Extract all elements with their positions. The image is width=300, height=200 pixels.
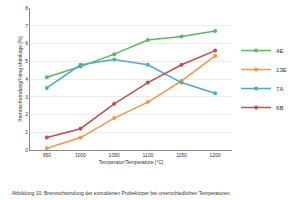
svg-text:950: 950 <box>43 152 52 158</box>
svg-text:13E: 13E <box>276 67 287 73</box>
svg-text:1200: 1200 <box>210 152 221 158</box>
svg-text:6B: 6B <box>276 105 283 111</box>
svg-text:1150: 1150 <box>176 152 187 158</box>
svg-text:3: 3 <box>25 94 28 100</box>
svg-text:Abbildung 10: Brennschwindung: Abbildung 10: Brennschwindung der extrud… <box>12 190 231 196</box>
svg-text:1100: 1100 <box>142 152 153 158</box>
svg-text:Brennschwindung/Firing shrinka: Brennschwindung/Firing shrinkage [%] <box>17 36 23 122</box>
svg-text:4E: 4E <box>276 48 283 54</box>
svg-text:7: 7 <box>25 23 28 29</box>
svg-text:0: 0 <box>25 147 28 153</box>
svg-text:6: 6 <box>25 40 28 46</box>
svg-text:8: 8 <box>25 5 28 11</box>
svg-text:4: 4 <box>25 76 28 82</box>
svg-text:5: 5 <box>25 58 28 64</box>
svg-text:7A: 7A <box>276 86 283 92</box>
svg-text:1: 1 <box>25 129 28 135</box>
svg-text:Temperatur/Temperature [°C]: Temperatur/Temperature [°C] <box>99 159 164 165</box>
svg-text:1000: 1000 <box>75 152 86 158</box>
svg-text:1050: 1050 <box>109 152 120 158</box>
svg-text:2: 2 <box>25 111 28 117</box>
